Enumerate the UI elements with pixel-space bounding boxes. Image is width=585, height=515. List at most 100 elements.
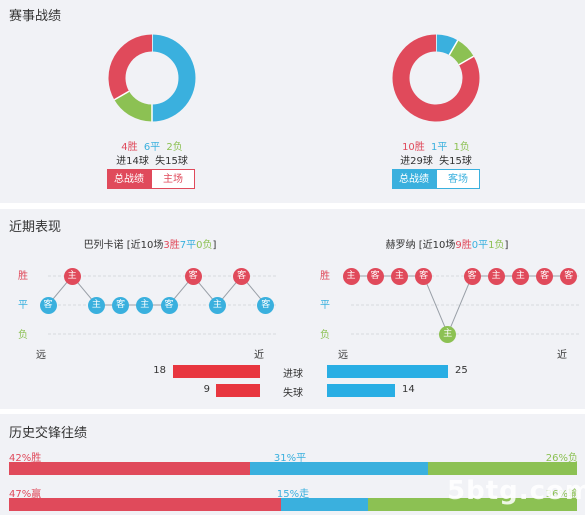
tab-left-home[interactable]: 主场 bbox=[151, 169, 195, 189]
left-wins: 4胜 bbox=[121, 142, 138, 153]
right-row-label-win: 胜 bbox=[320, 271, 330, 282]
right-conceded-bar bbox=[327, 384, 395, 397]
history-row1-loss-bar bbox=[427, 462, 577, 475]
history-row1-draw-label: 31%平 bbox=[273, 453, 307, 464]
right-donut-separator bbox=[448, 39, 459, 56]
right-team-name: 赫罗纳 bbox=[385, 240, 416, 251]
right-donut-chart bbox=[392, 34, 480, 122]
left-goals-bar bbox=[172, 365, 260, 378]
history-panel: 历史交锋往绩 42%胜 31%平 26%负 47%赢 15%走 36%输 5bt… bbox=[0, 414, 585, 515]
recent-panel: 近期表现 巴列卡诺 [近10场3胜7平0负] 赫罗纳 [近10场9胜0平1负] … bbox=[0, 209, 585, 409]
left-donut-win-segment bbox=[108, 34, 153, 100]
right-summary-suffix: ] bbox=[504, 240, 509, 251]
history-row2-push-bar bbox=[281, 498, 369, 511]
left-row-label-win: 胜 bbox=[18, 271, 28, 282]
left-form-dot-draw: 客 bbox=[112, 296, 130, 314]
left-summary-prefix: [近10场 bbox=[126, 240, 164, 251]
right-donut-draw-segment bbox=[435, 34, 458, 56]
left-donut-chart bbox=[108, 34, 196, 122]
left-goals: 进14球 失15球 bbox=[92, 152, 212, 167]
left-form-line bbox=[47, 275, 267, 306]
right-team-summary: 赫罗纳 [近10场9胜0平1负] bbox=[332, 236, 562, 251]
tab-left-total[interactable]: 总战绩 bbox=[107, 169, 151, 189]
section-title-recent: 近期表现 bbox=[9, 220, 62, 235]
history-row2-loss-bar bbox=[368, 498, 577, 511]
history-row2-loss-label: 36%输 bbox=[545, 489, 578, 500]
left-conceded-bar bbox=[216, 384, 260, 397]
left-donut-loss-segment bbox=[114, 90, 153, 122]
history-row1-loss-label: 26%负 bbox=[545, 453, 578, 464]
right-goals-bar bbox=[327, 365, 448, 378]
left-team-summary: 巴列卡诺 [近10场3胜7平0负] bbox=[40, 236, 260, 251]
left-goals-conceded: 失15球 bbox=[155, 156, 188, 167]
goals-label: 进球 bbox=[283, 369, 303, 380]
left-summary-suffix: ] bbox=[212, 240, 217, 251]
right-goals-scored: 进29球 bbox=[400, 156, 433, 167]
right-form-dot-win: 客 bbox=[536, 267, 554, 285]
right-record: 10胜 1平 1负 bbox=[376, 138, 496, 153]
history-row2-push-label: 15%走 bbox=[276, 489, 310, 500]
right-summary-wins: 9胜 bbox=[455, 240, 472, 251]
right-donut-separator bbox=[458, 55, 475, 66]
right-form-dot-win: 主 bbox=[487, 267, 505, 285]
left-summary-wins: 3胜 bbox=[163, 240, 180, 251]
history-row2-win-label: 47%赢 bbox=[9, 489, 42, 500]
right-row-label-draw: 平 bbox=[320, 300, 330, 311]
right-summary-losses: 1负 bbox=[488, 240, 505, 251]
left-draws: 6平 bbox=[143, 142, 161, 153]
right-near-label: 近 bbox=[557, 350, 567, 361]
right-donut-win-segment bbox=[392, 34, 480, 122]
right-form-dot-win: 客 bbox=[366, 267, 384, 285]
history-row1-draw-bar bbox=[249, 462, 428, 475]
right-form-dot-win: 客 bbox=[463, 267, 481, 285]
right-form-dot-win: 客 bbox=[560, 267, 578, 285]
history-row1-win-label: 42%胜 bbox=[9, 453, 42, 464]
left-row-label-draw: 平 bbox=[18, 300, 28, 311]
right-goals-value: 25 bbox=[455, 365, 468, 376]
history-row1-win-bar bbox=[9, 462, 250, 475]
section-title-stats: 赛事战绩 bbox=[9, 9, 62, 24]
left-donut-draw-segment bbox=[151, 34, 196, 122]
conceded-label: 失球 bbox=[283, 388, 303, 399]
history-row2-win-bar bbox=[9, 498, 282, 511]
right-summary-prefix: [近10场 bbox=[418, 240, 456, 251]
left-goals-scored: 进14球 bbox=[116, 156, 149, 167]
left-near-label: 近 bbox=[254, 350, 264, 361]
left-goals-value: 18 bbox=[153, 365, 166, 376]
left-form-dot-draw: 客 bbox=[39, 296, 57, 314]
right-goals-conceded: 失15球 bbox=[439, 156, 472, 167]
right-summary-draws: 0平 bbox=[471, 240, 489, 251]
left-conceded-value: 9 bbox=[203, 384, 210, 395]
left-far-label: 远 bbox=[36, 350, 46, 361]
stats-panel: 赛事战绩 4胜 6平 2负 进14球 失15球 总战绩 主场 10胜 1平 1负… bbox=[0, 0, 585, 203]
tab-right-away[interactable]: 客场 bbox=[436, 169, 480, 189]
right-draws: 1平 bbox=[430, 142, 448, 153]
left-team-name: 巴列卡诺 bbox=[83, 240, 124, 251]
left-summary-draws: 7平 bbox=[179, 240, 197, 251]
left-form-dot-draw: 主 bbox=[87, 296, 105, 314]
right-wins: 10胜 bbox=[402, 142, 425, 153]
left-form-dot-draw: 客 bbox=[160, 296, 178, 314]
watermark: 5btg.com bbox=[447, 476, 585, 506]
left-form-dot-win: 主 bbox=[63, 267, 81, 285]
right-losses: 1负 bbox=[453, 142, 470, 153]
right-goals: 进29球 失15球 bbox=[376, 152, 496, 167]
left-form-dot-win: 客 bbox=[184, 267, 202, 285]
left-summary-losses: 0负 bbox=[196, 240, 213, 251]
right-far-label: 远 bbox=[338, 350, 348, 361]
section-title-history: 历史交锋往绩 bbox=[9, 426, 88, 441]
left-form-dot-draw: 主 bbox=[136, 296, 154, 314]
left-losses: 2负 bbox=[166, 142, 183, 153]
left-record: 4胜 6平 2负 bbox=[92, 138, 212, 153]
right-form-dot-win: 主 bbox=[511, 267, 529, 285]
right-form-dot-loss: 主 bbox=[439, 325, 457, 343]
left-form-dot-draw: 客 bbox=[257, 296, 275, 314]
right-form-line bbox=[351, 275, 569, 336]
right-conceded-value: 14 bbox=[402, 384, 415, 395]
tab-right-total[interactable]: 总战绩 bbox=[392, 169, 436, 189]
right-form-dot-win: 主 bbox=[342, 267, 360, 285]
left-row-label-loss: 负 bbox=[18, 330, 28, 341]
left-form-dot-win: 客 bbox=[233, 267, 251, 285]
right-form-dot-win: 客 bbox=[415, 267, 433, 285]
right-row-label-loss: 负 bbox=[320, 330, 330, 341]
